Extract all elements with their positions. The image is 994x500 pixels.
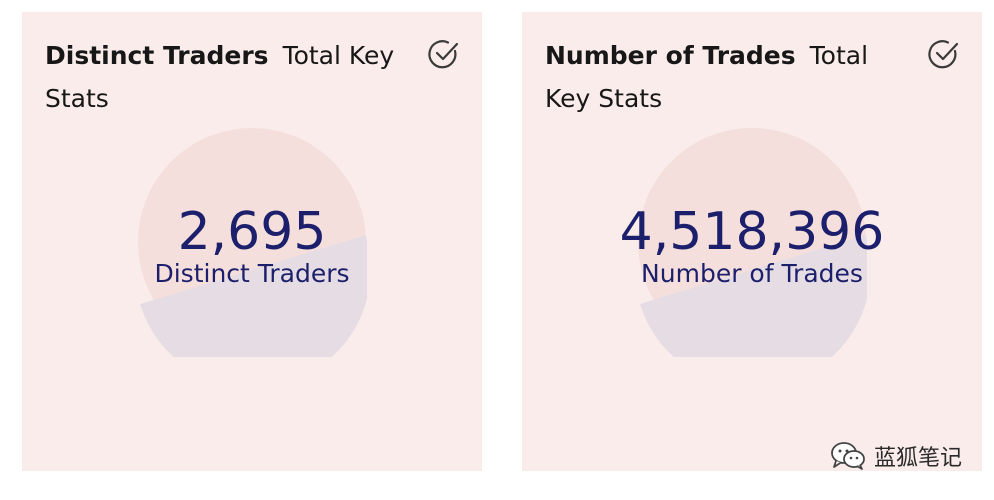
slice-bottom bbox=[640, 235, 867, 357]
stat-label: Distinct Traders bbox=[154, 259, 350, 288]
donut-chart bbox=[638, 128, 867, 357]
donut-chart bbox=[138, 128, 367, 357]
stat-value: 2,695 bbox=[177, 202, 327, 262]
distinct-traders-card: Distinct Traders Total Key Stats 2,695 Di… bbox=[22, 12, 482, 471]
check-circle-icon[interactable] bbox=[426, 37, 460, 71]
card-title: Number of Trades Total Key Stats bbox=[545, 34, 905, 120]
card-subtitle-text: Total Key Stats bbox=[545, 41, 869, 113]
card-title: Distinct Traders Total Key Stats bbox=[45, 34, 405, 120]
card-subtitle-text: Total Key Stats bbox=[45, 41, 395, 113]
stat-label: Number of Trades bbox=[641, 259, 863, 288]
stat-value: 4,518,396 bbox=[619, 202, 885, 262]
check-circle-icon[interactable] bbox=[926, 37, 960, 71]
wechat-icon bbox=[831, 442, 865, 470]
card-title-text: Number of Trades bbox=[545, 41, 796, 70]
number-of-trades-card: Number of Trades Total Key Stats 4,518,39… bbox=[522, 12, 982, 471]
slice-bottom bbox=[140, 235, 367, 357]
watermark: 蓝狐笔记 bbox=[830, 440, 962, 472]
watermark-text: 蓝狐笔记 bbox=[873, 446, 962, 471]
card-title-text: Distinct Traders bbox=[45, 41, 269, 70]
